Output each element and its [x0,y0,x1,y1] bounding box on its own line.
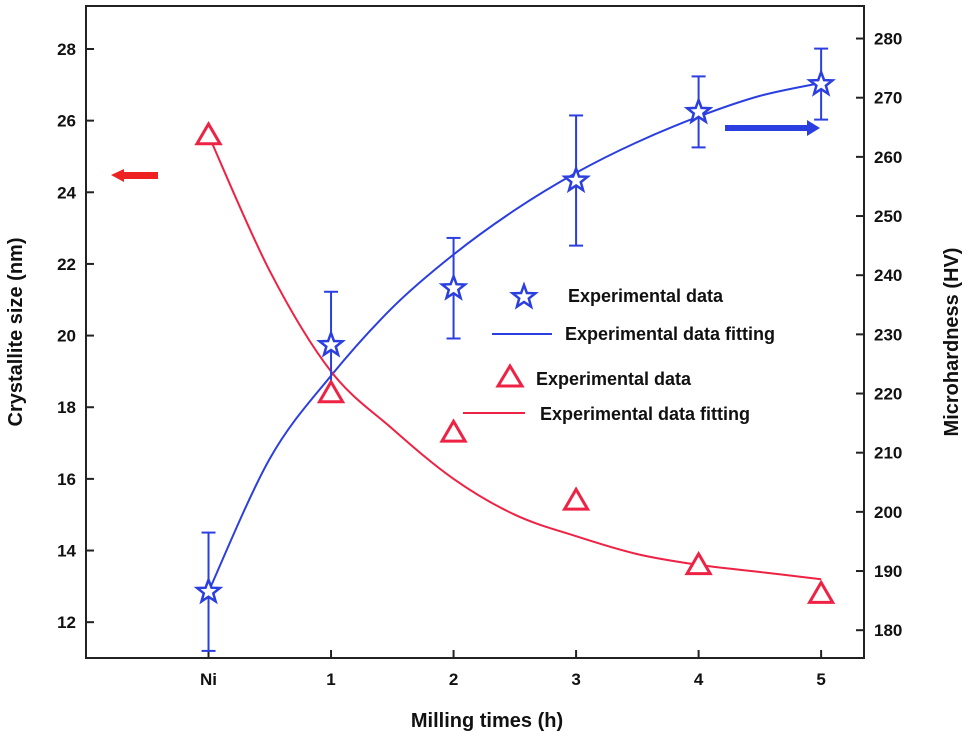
series-layer [193,47,836,652]
right-axis-arrow [725,120,820,136]
y-right-tick-label-8: 260 [874,148,902,167]
series-2-point-5 [806,579,836,604]
series-2-point-2 [439,418,468,443]
legend-label-0: Experimental data [568,286,724,306]
series-2-point-1 [316,378,346,404]
series-2-point-4 [684,550,713,576]
legend-label-3: Experimental data fitting [540,404,750,424]
legend-label-1: Experimental data fitting [565,324,775,344]
series-2-point-3 [561,486,591,511]
y-right-tick-label-10: 280 [874,30,902,49]
series-0-point-3 [561,164,591,194]
y-left-tick-label-5: 22 [57,255,76,274]
legend: Experimental data Experimental data fitt… [463,281,775,424]
y-left-tick-label-3: 18 [57,398,76,417]
x-tick-label-1: 1 [326,670,335,689]
y-right-tick-label-4: 220 [874,385,902,404]
y-left-tick-label-8: 28 [57,40,76,59]
y-right-tick-label-6: 240 [874,266,902,285]
x-tick-label-5: 5 [816,670,825,689]
legend-marker-triangle [495,363,525,388]
y-left-tick-label-2: 16 [57,470,76,489]
series-3-line [207,134,822,581]
y-left-tick-label-1: 14 [57,542,76,561]
series-2-point-0 [194,120,223,146]
x-tick-label-2: 2 [449,670,458,689]
ticks-layer: 1214161820222426281801902002102202302402… [57,30,902,689]
y-left-axis-title: Crystallite size (nm) [5,238,27,427]
x-tick-label-4: 4 [694,670,704,689]
x-tick-label-3: 3 [571,670,580,689]
legend-label-2: Experimental data [536,369,692,389]
series-0-point-5 [806,68,836,97]
series-0-point-0 [193,576,224,605]
y-right-tick-label-1: 190 [874,562,902,581]
y-left-tick-label-4: 20 [57,327,76,346]
series-0-point-1 [316,329,346,358]
series-0-point-4 [683,96,714,125]
y-right-tick-label-2: 200 [874,503,902,522]
legend-marker-star [509,281,539,310]
y-right-tick-label-0: 180 [874,621,902,640]
left-axis-arrow [111,169,158,182]
y-right-axis-title: Microhardness (HV) [941,248,963,437]
y-left-tick-label-7: 26 [57,112,76,131]
x-axis-title: Milling times (h) [411,710,563,732]
plot-frame [85,5,865,659]
y-left-tick-label-6: 24 [57,183,76,202]
x-tick-label-0: Ni [200,670,217,689]
y-right-tick-label-9: 270 [874,89,902,108]
y-left-tick-label-0: 12 [57,613,76,632]
y-right-tick-label-3: 210 [874,444,902,463]
y-right-tick-label-7: 250 [874,207,902,226]
y-right-tick-label-5: 230 [874,325,902,344]
series-0-point-2 [438,272,469,301]
